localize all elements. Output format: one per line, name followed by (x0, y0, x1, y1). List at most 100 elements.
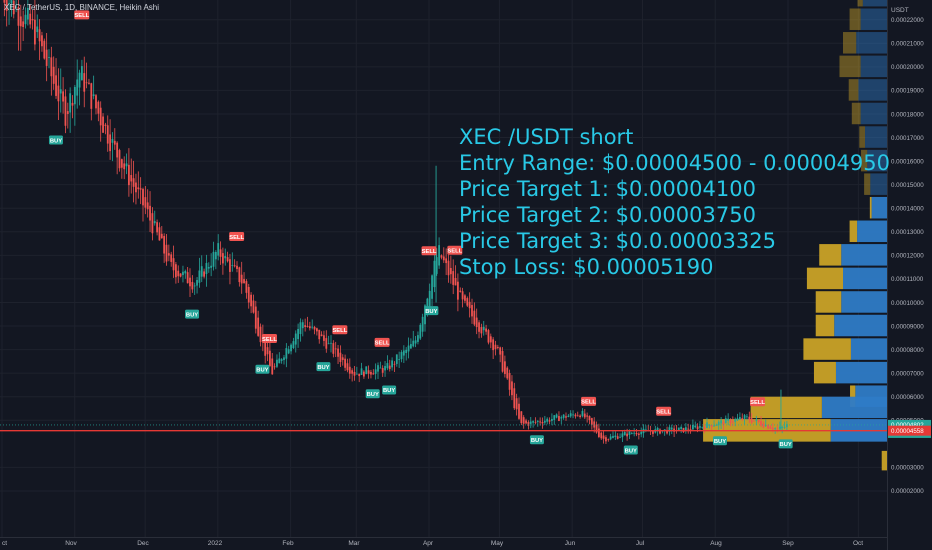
volume-bar-up (843, 267, 887, 290)
candle (656, 427, 659, 431)
signal-label: SELL (447, 249, 462, 255)
signal-label: SELL (581, 400, 596, 406)
annotation-line: Stop Loss: $0.00005190 (459, 255, 714, 279)
candle (741, 418, 744, 420)
candle (226, 257, 229, 262)
stop-line-value: 0.00004558 (891, 428, 924, 435)
signal-label: BUY (531, 438, 543, 444)
candle (548, 420, 551, 422)
candle (3, 0, 6, 3)
candle (294, 333, 297, 345)
price-tick-label: 0.00021000 (891, 41, 924, 48)
candle (402, 350, 405, 356)
candle (609, 436, 612, 440)
candle (433, 260, 436, 288)
candle (468, 301, 471, 309)
candle (351, 370, 354, 374)
candle (318, 329, 321, 340)
candle (135, 182, 137, 193)
sell-signal: SELL (447, 245, 463, 255)
candle (57, 85, 60, 102)
candle (621, 433, 624, 438)
candle (750, 418, 753, 423)
time-tick-label: Sep (782, 540, 794, 547)
stop-line-tag: 0.00004558 (888, 425, 931, 436)
price-tick-label: 0.00002000 (891, 488, 924, 495)
candle (118, 150, 121, 169)
volume-bar-down (864, 173, 871, 195)
candle (569, 413, 572, 417)
volume-bar-down (815, 291, 842, 313)
candle (605, 437, 607, 442)
candle (504, 361, 506, 374)
candle (191, 281, 194, 290)
candle (445, 258, 448, 264)
candle (572, 414, 574, 416)
candle (454, 277, 457, 286)
candle (457, 281, 459, 300)
candle (518, 403, 520, 419)
volume-bar-down (851, 102, 861, 125)
candle (31, 19, 34, 21)
candle (781, 426, 784, 428)
candle (62, 91, 64, 102)
candle (515, 398, 518, 410)
candle (109, 134, 111, 152)
candle (710, 425, 713, 427)
volume-bar-down (806, 267, 843, 290)
candle (708, 424, 711, 426)
candle (532, 421, 534, 423)
volume-bar-down (850, 385, 856, 407)
volume-bar-up (835, 361, 887, 384)
candle (346, 363, 349, 371)
candle (252, 300, 255, 313)
candle (727, 418, 730, 421)
signal-badge (656, 406, 672, 416)
candle (36, 26, 39, 33)
candle (381, 368, 384, 373)
candle (565, 416, 567, 418)
candle (19, 16, 22, 27)
candle (358, 373, 361, 377)
candle (348, 366, 351, 374)
candle (731, 421, 734, 423)
time-tick-label: Jul (636, 540, 645, 547)
price-tick-label: 0.00010000 (891, 300, 924, 307)
candle (370, 372, 372, 375)
candle (595, 424, 598, 433)
candle (137, 187, 140, 190)
candle (703, 426, 706, 429)
candle (529, 421, 532, 424)
candle (330, 342, 332, 344)
candle (508, 373, 511, 390)
candle (71, 102, 74, 106)
time-tick-label: 2022 (208, 540, 223, 547)
candle (48, 56, 50, 58)
candle (398, 359, 401, 360)
candle (66, 111, 69, 114)
candle (50, 57, 53, 77)
candle (130, 174, 133, 182)
candle (567, 415, 570, 417)
candle (635, 432, 638, 435)
signal-label: SELL (375, 341, 390, 347)
candle (186, 272, 189, 284)
candle (144, 197, 147, 208)
candle (341, 357, 344, 361)
candle (212, 251, 215, 267)
volume-bar-up (860, 55, 887, 78)
candle (280, 359, 283, 361)
sell-signal: SELL (229, 232, 244, 242)
candle (99, 107, 102, 126)
candle (541, 421, 544, 424)
volume-bar-down (881, 450, 887, 471)
volume-bar-down (839, 55, 861, 78)
signal-badge (316, 362, 331, 372)
candle (724, 418, 727, 424)
candle (59, 89, 62, 94)
candle (165, 244, 168, 262)
candle (471, 305, 473, 317)
candle (588, 416, 591, 421)
candle (410, 344, 412, 349)
